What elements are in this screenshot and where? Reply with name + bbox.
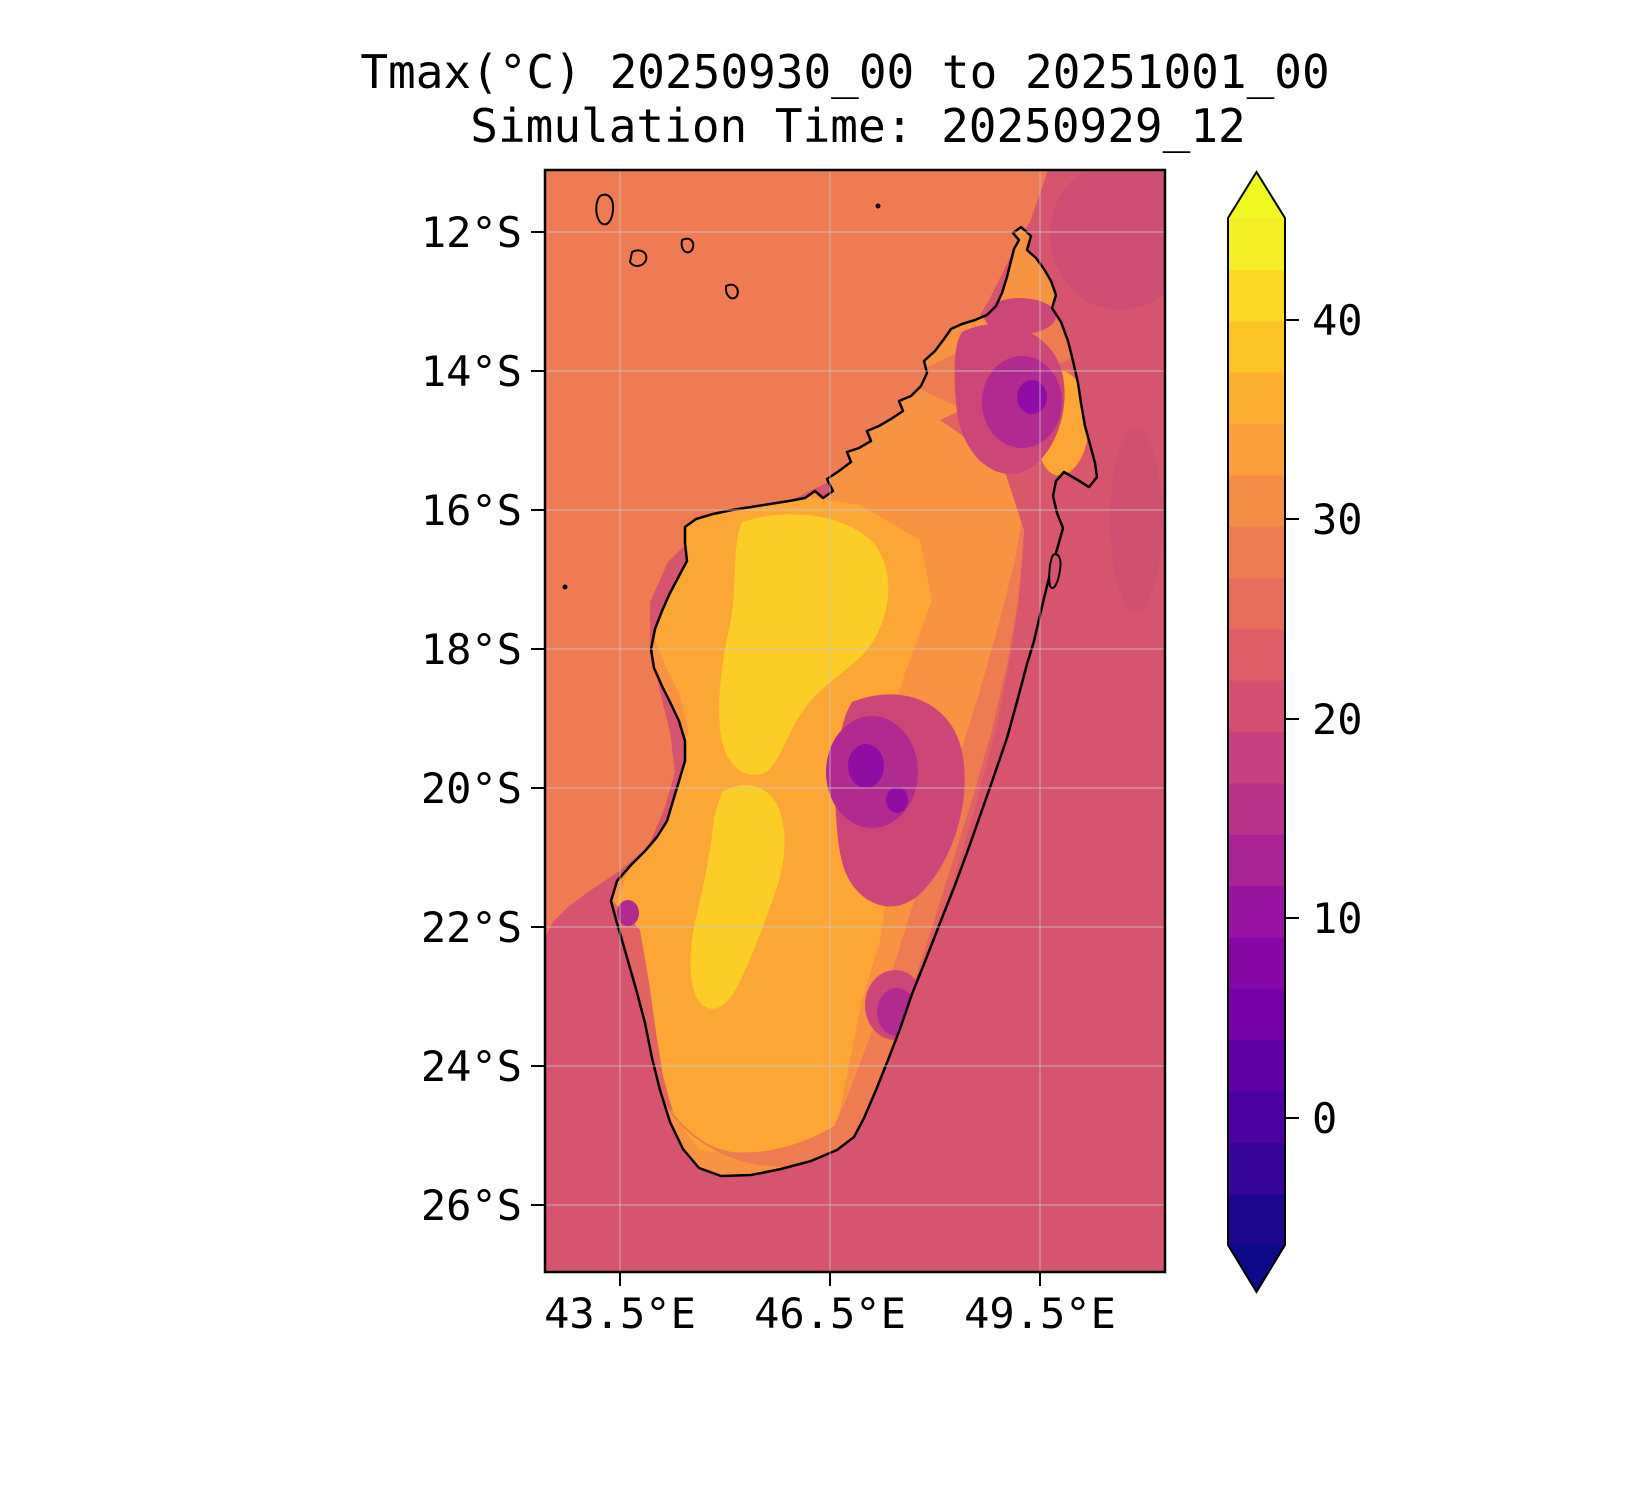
island-dot-1 [875,203,881,209]
y-tick-label: 24°S [421,1042,522,1091]
colorbar-segment [1228,1090,1285,1143]
contour-yellow-central [690,784,785,1009]
y-tick-label: 26°S [421,1181,522,1230]
colorbar-segment [1228,782,1285,835]
y-tick-label: 20°S [421,764,522,813]
madagascar-coastline [609,225,1099,1178]
colorbar-segment [1228,372,1285,424]
colorbar-segment [1228,577,1285,630]
y-tick-label: 18°S [421,625,522,674]
colorbar-outline [1227,170,1286,1294]
colorbar: 40 30 20 10 0 [1227,170,1363,1294]
colorbar-segment [1228,474,1285,527]
x-tick-label: 43.5°E [544,1289,696,1338]
y-tick-label: 12°S [421,208,522,257]
colorbar-segments [1228,218,1285,1246]
offshore-islands [562,193,1062,590]
island-comoro-1 [595,193,615,226]
y-tick-label: 14°S [421,347,522,396]
colorbar-segment [1228,834,1285,887]
colorbar-ticks: 40 30 20 10 0 [1285,296,1363,1143]
contour-yellow-nw [719,514,889,775]
contour-south-coast-salmon [652,1082,875,1168]
colorbar-segment [1228,885,1285,938]
ocean-cool-patch-ne [1050,170,1165,310]
colorbar-segment [1228,218,1285,270]
contour-ne-purple-spot [1017,380,1047,414]
colorbar-tick-label: 0 [1312,1094,1337,1143]
contour-sw-coastal-strip [612,900,673,1112]
gridlines [545,170,1165,1272]
island-comoro-2 [628,249,648,267]
colorbar-segment [1228,1142,1285,1195]
colorbar-tick-label: 30 [1312,495,1363,544]
colorbar-segment [1228,423,1285,476]
plot-subtitle: Simulation Time: 20250929_12 [470,99,1245,153]
colorbar-segment [1228,269,1285,322]
island-sainte-marie [1048,553,1062,589]
x-tick-label: 49.5°E [964,1289,1116,1338]
contour-west-coast-magenta-spot [617,900,639,926]
colorbar-tick-label: 10 [1312,894,1363,943]
colorbar-segment [1228,680,1285,733]
colorbar-over-arrow [1228,172,1285,218]
colorbar-tick-label: 20 [1312,695,1363,744]
plot-title: Tmax(°C) 20250930_00 to 20251001_00 [360,45,1329,99]
colorbar-tick-label: 40 [1312,296,1363,345]
ocean-warm-region [545,170,1048,937]
colorbar-segment [1228,1193,1285,1246]
island-comoro-4 [724,283,739,300]
contour-highlands-purple-spot-2 [886,787,908,813]
contour-highlands-purple-spot [848,744,884,788]
island-dot-2 [562,584,568,590]
x-tick-label: 46.5°E [754,1289,906,1338]
colorbar-under-arrow [1228,1245,1285,1292]
island-comoro-3 [680,237,695,254]
colorbar-segment [1228,731,1285,784]
map-plot: 12°S14°S16°S18°S20°S22°S24°S26°S 43.5°E 4… [421,168,1167,1338]
y-tick-label: 22°S [421,903,522,952]
colorbar-segment [1228,988,1285,1041]
colorbar-segment [1228,1039,1285,1092]
y-axis: 12°S 14°S 16°S 18°S 20°S 22°S 24°S 26°S [421,208,545,1230]
colorbar-segment [1228,936,1285,989]
ocean-cool-streak-e [1110,428,1162,612]
colorbar-segment [1228,526,1285,579]
y-tick-label: 16°S [421,486,522,535]
colorbar-segment [1228,628,1285,681]
plot-frame [543,168,1167,1274]
x-axis: 43.5°E 46.5°E 49.5°E [544,1272,1116,1338]
colorbar-segment [1228,320,1285,373]
